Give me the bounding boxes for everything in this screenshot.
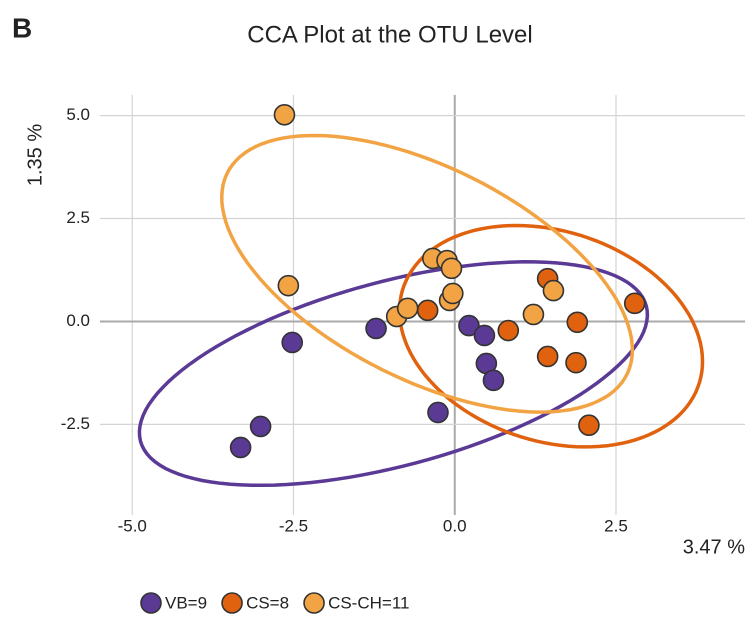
legend-marker bbox=[140, 592, 162, 614]
y-tick-label: -2.5 bbox=[61, 414, 90, 433]
point bbox=[365, 317, 387, 340]
legend-label: VB=9 bbox=[165, 593, 207, 612]
point bbox=[497, 319, 520, 342]
point bbox=[396, 297, 419, 320]
point bbox=[473, 324, 496, 347]
x-tick-label: 0.0 bbox=[443, 516, 467, 535]
x-tick-label: -5.0 bbox=[118, 516, 147, 535]
x-tick-label: 2.5 bbox=[604, 516, 628, 535]
chart-title: CCA Plot at the OTU Level bbox=[247, 21, 532, 48]
legend-marker bbox=[303, 592, 325, 614]
panel-label: B bbox=[12, 12, 32, 43]
point bbox=[249, 415, 272, 438]
y-tick-label: 0.0 bbox=[66, 311, 90, 330]
point bbox=[542, 279, 565, 302]
point bbox=[440, 257, 463, 280]
point bbox=[566, 311, 589, 334]
legend-label: CS-CH=11 bbox=[328, 593, 409, 612]
point bbox=[229, 436, 252, 459]
point bbox=[427, 401, 449, 424]
point bbox=[522, 303, 545, 326]
point bbox=[536, 345, 559, 368]
point bbox=[442, 282, 464, 305]
y-tick-label: 2.5 bbox=[66, 208, 90, 227]
point bbox=[281, 331, 304, 354]
point bbox=[482, 369, 505, 392]
point bbox=[458, 314, 480, 337]
y-axis-label: 1.35 % bbox=[24, 124, 46, 186]
x-tick-label: -2.5 bbox=[279, 516, 308, 535]
point bbox=[623, 292, 646, 315]
confidence-ellipse bbox=[137, 260, 650, 488]
point bbox=[277, 274, 300, 297]
confidence-ellipse bbox=[220, 133, 635, 414]
legend-label: CS=8 bbox=[246, 593, 289, 612]
y-tick-label: 5.0 bbox=[66, 105, 90, 124]
point bbox=[273, 103, 296, 126]
legend-marker bbox=[221, 592, 243, 614]
point bbox=[416, 299, 439, 322]
point bbox=[565, 351, 587, 374]
point bbox=[578, 414, 600, 437]
x-axis-label: 3.47 % bbox=[683, 536, 745, 558]
